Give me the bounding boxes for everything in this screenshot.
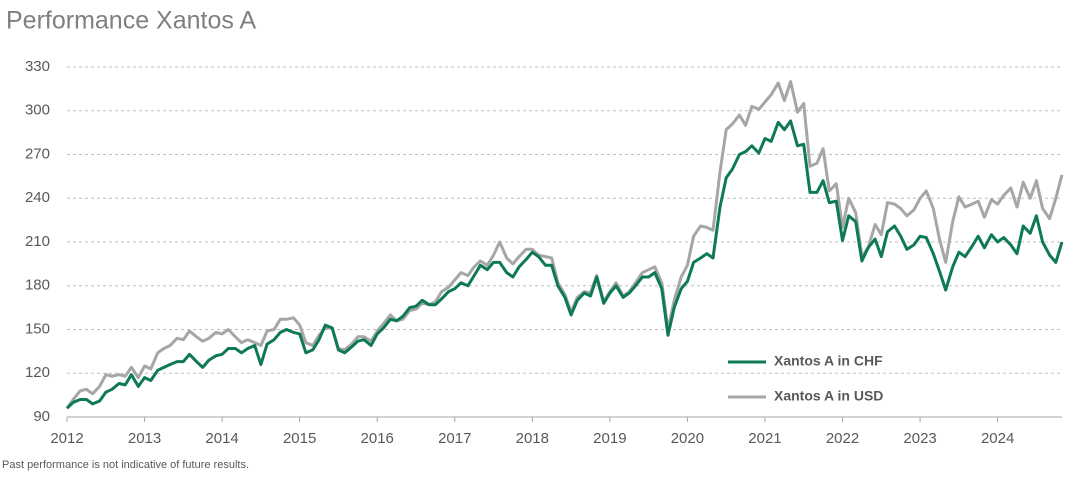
x-tick-label: 2023 [903, 430, 936, 447]
x-tick-label: 2015 [283, 430, 316, 447]
chart-title: Performance Xantos A [6, 7, 256, 35]
y-tick-label: 180 [25, 277, 50, 294]
y-tick-label: 150 [25, 320, 50, 337]
legend-label: Xantos A in USD [774, 388, 883, 404]
y-tick-label: 90 [33, 408, 50, 425]
y-tick-label: 270 [25, 145, 50, 162]
y-tick-label: 330 [25, 58, 50, 75]
x-tick-label: 2014 [205, 430, 238, 447]
x-tick-label: 2024 [981, 430, 1014, 447]
y-tick-label: 300 [25, 102, 50, 119]
y-tick-label: 240 [25, 189, 50, 206]
y-tick-label: 120 [25, 364, 50, 381]
x-tick-label: 2020 [671, 430, 704, 447]
series-line [65, 119, 1064, 410]
footnote: Past performance is not indicative of fu… [2, 459, 249, 471]
x-tick-label: 2022 [826, 430, 859, 447]
x-tick-label: 2012 [50, 430, 83, 447]
x-tick-label: 2017 [438, 430, 471, 447]
x-tick-label: 2021 [748, 430, 781, 447]
y-tick-label: 210 [25, 233, 50, 250]
x-tick-label: 2019 [593, 430, 626, 447]
legend-label: Xantos A in CHF [774, 353, 883, 369]
x-tick-label: 2013 [128, 430, 161, 447]
x-tick-label: 2018 [516, 430, 549, 447]
x-tick-label: 2016 [361, 430, 394, 447]
